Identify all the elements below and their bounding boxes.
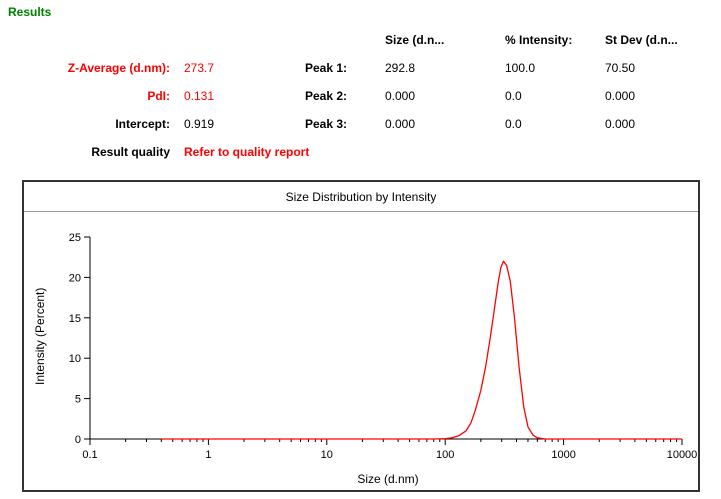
size-distribution-chart: Size Distribution by Intensity Intensity… [22,180,700,492]
intercept-label: Intercept: [115,117,170,131]
svg-text:0: 0 [75,434,81,446]
svg-text:15: 15 [69,313,81,325]
svg-text:20: 20 [69,272,81,284]
peak2-label: Peak 2: [304,89,347,103]
svg-text:100: 100 [436,449,454,461]
z-average-label: Z-Average (d.nm): [67,61,170,75]
peak1-stdev-value: 70.50 [605,61,636,75]
col-header-stdev: St Dev (d.n... [605,33,678,47]
peak3-size-value: 0.000 [385,117,416,131]
intercept-value: 0.919 [184,117,215,131]
pdi-value: 0.131 [184,89,215,103]
peak2-intensity-value: 0.0 [505,89,522,103]
peak2-stdev-value: 0.000 [605,89,636,103]
svg-text:1: 1 [205,449,211,461]
peak1-size-value: 292.8 [385,61,416,75]
svg-text:10: 10 [321,449,333,461]
peak3-stdev-value: 0.000 [605,117,636,131]
peak2-size-value: 0.000 [385,89,416,103]
empty-cell [0,26,170,54]
svg-text:1000: 1000 [551,449,575,461]
svg-text:10000: 10000 [667,449,698,461]
svg-text:0.1: 0.1 [82,449,97,461]
empty-cell [280,26,347,54]
peak1-intensity-value: 100.0 [505,61,536,75]
page-title: Results [8,5,52,19]
peak3-label: Peak 3: [304,117,347,131]
empty-cell [170,26,280,54]
col-header-size: Size (d.n... [385,33,445,47]
col-header-intensity: % Intensity: [505,33,573,47]
svg-text:5: 5 [75,394,81,406]
peak1-label: Peak 1: [304,61,347,75]
result-quality-label: Result quality [91,145,170,159]
x-axis-label: Size (d.nm) [357,472,419,486]
result-quality-value: Refer to quality report [184,145,310,159]
chart-title: Size Distribution by Intensity [24,182,698,212]
svg-text:25: 25 [69,232,81,244]
z-average-value: 273.7 [184,61,215,75]
plot-area: 0 5 10 15 20 25 0.1 1 10 100 1000 10000 [69,232,698,461]
pdi-label: PdI: [147,89,170,103]
results-table: Size (d.n... % Intensity: St Dev (d.n...… [0,26,721,166]
peak3-intensity-value: 0.0 [505,117,522,131]
svg-text:10: 10 [69,353,81,365]
